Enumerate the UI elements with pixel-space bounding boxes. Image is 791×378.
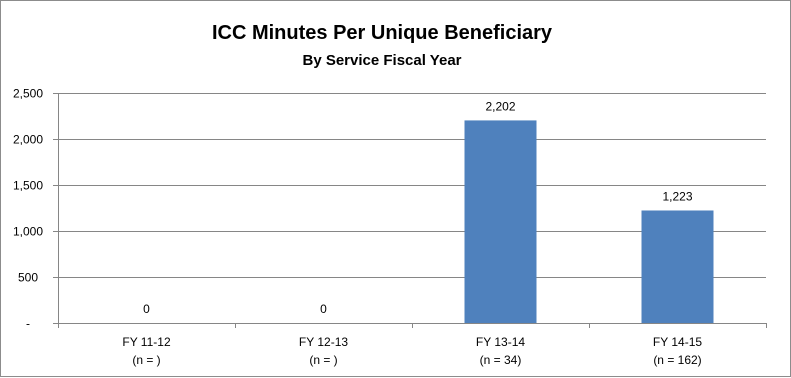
y-tick-label: 2,000 [13, 133, 43, 147]
x-tick-sublabel: (n = 34) [480, 353, 522, 367]
data-label: 0 [320, 302, 327, 316]
chart-subtitle: By Service Fiscal Year [302, 52, 461, 69]
y-tick-label: - [26, 317, 30, 331]
x-tick-sublabel: (n = ) [309, 353, 337, 367]
axes [53, 93, 767, 328]
bar [641, 210, 714, 323]
data-label: 2,202 [485, 99, 515, 113]
data-label: 0 [143, 302, 150, 316]
x-tick-sublabel: (n = 162) [653, 353, 701, 367]
bar [464, 120, 537, 323]
x-tick-sublabel: (n = ) [132, 353, 160, 367]
labels: - 500 1,000 1,500 2,000 2,500 0 FY 11-12 (n = ) 0… [13, 87, 702, 368]
y-tick-label: 1,500 [13, 179, 43, 193]
y-tick-label: 500 [18, 271, 38, 285]
y-tick-label: 1,000 [13, 225, 43, 239]
x-tick-label: FY 14-15 [653, 335, 702, 349]
x-tick-label: FY 12-13 [299, 335, 348, 349]
x-tick-label: FY 13-14 [476, 335, 525, 349]
bars [464, 120, 714, 323]
chart-title: ICC Minutes Per Unique Beneficiary [212, 22, 553, 44]
x-tick-label: FY 11-12 [122, 335, 171, 349]
y-tick-label: 2,500 [13, 87, 43, 101]
data-label: 1,223 [662, 189, 692, 203]
